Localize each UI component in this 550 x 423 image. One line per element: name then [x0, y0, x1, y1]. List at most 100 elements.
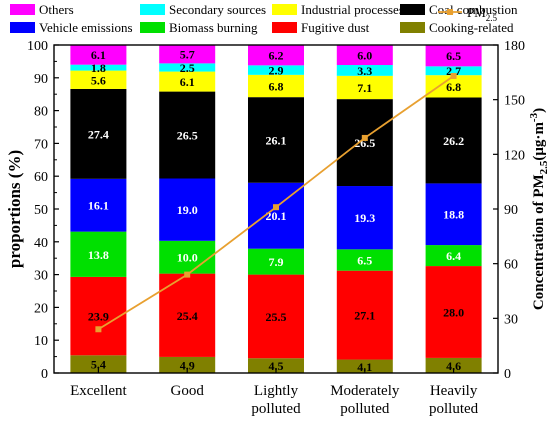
- legend-label-biomass-burning: Biomass burning: [169, 20, 258, 35]
- y2-tick-label-180: 180: [504, 39, 525, 54]
- y-tick-label-60: 60: [34, 170, 48, 185]
- data-label-vehicle-emissions-good: 19.0: [177, 203, 198, 217]
- data-label-vehicle-emissions-excellent: 16.1: [88, 199, 109, 213]
- data-label-fugitive-dust-lightly-polluted: 25.5: [266, 310, 287, 324]
- bar-biomass-burning-heavily-polluted: [425, 245, 482, 267]
- bar-coal-combustion-heavily-polluted: [425, 97, 482, 184]
- y2-tick-label-120: 120: [504, 148, 525, 163]
- data-label-fugitive-dust-good: 25.4: [177, 309, 198, 323]
- legend-swatch-fugitive-dust: [272, 22, 297, 33]
- bar-fugitive-dust-lightly-polluted: [248, 274, 304, 359]
- y2-label-sup: -3: [528, 112, 540, 122]
- x-tick-label-heavily-polluted-1: polluted: [429, 401, 479, 417]
- y-tick-label-30: 30: [34, 269, 48, 284]
- bar-secondary-sources-good: [159, 63, 216, 72]
- bar-coal-combustion-excellent: [70, 88, 127, 179]
- data-label-biomass-burning-moderately-polluted: 6.5: [357, 254, 372, 268]
- legend-swatch-others: [10, 4, 35, 15]
- data-label-secondary-sources-moderately-polluted: 3.3: [357, 64, 372, 78]
- bar-vehicle-emissions-excellent: [70, 178, 127, 232]
- pm25-line-layer: [95, 72, 457, 333]
- data-label-fugitive-dust-moderately-polluted: 27.1: [354, 309, 375, 323]
- data-label-vehicle-emissions-moderately-polluted: 19.3: [354, 211, 375, 225]
- bar-others-moderately-polluted: [336, 45, 393, 66]
- bar-secondary-sources-excellent: [70, 64, 127, 71]
- data-label-cooking-related-lightly-polluted: 4.5: [269, 359, 284, 373]
- data-label-cooking-related-heavily-polluted: 4.6: [446, 359, 461, 373]
- y-tick-label-10: 10: [34, 334, 48, 349]
- x-axis: Excellent Good Lightly polluted Moderately po…: [70, 368, 479, 417]
- data-label-fugitive-dust-excellent: 23.9: [88, 310, 109, 324]
- legend-label-fugitive-dust: Fugitive dust: [301, 20, 370, 35]
- bar-others-excellent: [70, 44, 127, 65]
- bar-others-heavily-polluted: [425, 45, 482, 67]
- y2-label-sub: 2.5: [538, 160, 550, 174]
- data-label-industrial-processes-heavily-polluted: 6.8: [446, 80, 461, 94]
- bar-cooking-related-heavily-polluted: [425, 357, 482, 373]
- bar-fugitive-dust-heavily-polluted: [425, 266, 482, 358]
- data-label-coal-combustion-heavily-polluted: 26.2: [443, 134, 464, 148]
- y-axis-label: proportions (%): [5, 150, 24, 268]
- y2-tick-label-90: 90: [504, 203, 518, 218]
- data-label-secondary-sources-heavily-polluted: 2.7: [446, 64, 461, 78]
- bar-cooking-related-lightly-polluted: [248, 358, 304, 373]
- legend-swatch-vehicle-emissions: [10, 22, 35, 33]
- x-tick-label-lightly-polluted-0: Lightly: [254, 383, 299, 399]
- data-label-others-lightly-polluted: 6.2: [269, 49, 284, 63]
- y-axis-left: 0 10 20 30 40 50 60 70 80 90 100: [27, 39, 59, 382]
- pm25-point-moderately-polluted: [361, 134, 368, 141]
- data-label-secondary-sources-good: 2.5: [180, 61, 195, 75]
- x-tick-label-lightly-polluted-1: polluted: [251, 401, 301, 417]
- bar-cooking-related-moderately-polluted: [336, 359, 393, 373]
- data-label-coal-combustion-lightly-polluted: 26.1: [266, 133, 287, 147]
- y2-tick-label-150: 150: [504, 94, 525, 109]
- data-label-biomass-burning-lightly-polluted: 7.9: [269, 255, 284, 269]
- legend-label-others: Others: [39, 2, 74, 17]
- y-axis-right: 0 30 60 90 120 150 180: [493, 39, 525, 382]
- x-tick-label-moderately-polluted-1: polluted: [340, 401, 390, 417]
- legend-swatch-industrial-processes: [272, 4, 297, 15]
- y-tick-label-0: 0: [41, 367, 48, 382]
- data-label-coal-combustion-moderately-polluted: 26.5: [354, 136, 375, 150]
- data-label-biomass-burning-good: 10.0: [177, 251, 198, 265]
- y2-label-unit: (μg·m: [531, 122, 547, 161]
- bar-industrial-processes-heavily-polluted: [425, 75, 482, 98]
- data-label-coal-combustion-good: 26.5: [177, 129, 198, 143]
- data-label-fugitive-dust-heavily-polluted: 28.0: [443, 305, 464, 319]
- legend-label-vehicle-emissions: Vehicle emissions: [39, 20, 133, 35]
- legend: Others Secondary sources Industrial proces…: [10, 2, 518, 35]
- bar-vehicle-emissions-good: [159, 178, 216, 241]
- y2-label-main: Concentration of PM: [531, 174, 547, 310]
- data-label-vehicle-emissions-heavily-polluted: 18.8: [443, 208, 464, 222]
- y-tick-label-50: 50: [34, 203, 48, 218]
- x-tick-label-moderately-polluted-0: Moderately: [330, 383, 400, 399]
- pm25-point-excellent: [95, 326, 102, 333]
- bar-industrial-processes-good: [159, 71, 216, 92]
- legend-label-pm25-main: PM: [467, 5, 486, 20]
- bar-industrial-processes-lightly-polluted: [248, 74, 304, 98]
- bar-biomass-burning-lightly-polluted: [248, 248, 304, 275]
- y2-tick-label-0: 0: [504, 367, 511, 382]
- bar-others-good: [159, 44, 216, 64]
- bar-biomass-burning-excellent: [70, 231, 127, 277]
- legend-label-secondary-sources: Secondary sources: [169, 2, 266, 17]
- y2-axis-label: Concentration of PM2.5(μg·m-3): [528, 108, 550, 310]
- data-label-cooking-related-excellent: 5.4: [91, 358, 106, 372]
- bar-secondary-sources-lightly-polluted: [248, 65, 304, 75]
- y-tick-label-80: 80: [34, 105, 48, 120]
- data-label-vehicle-emissions-lightly-polluted: 20.1: [266, 209, 287, 223]
- data-label-others-moderately-polluted: 6.0: [357, 49, 372, 63]
- stacked-bars: 5.423.913.816.127.45.61.86.14.925.410.01…: [70, 44, 482, 374]
- bar-fugitive-dust-excellent: [70, 276, 127, 356]
- x-tick-label-excellent-0: Excellent: [70, 383, 127, 399]
- legend-label-cooking-related: Cooking-related: [429, 20, 514, 35]
- legend-swatch-coal-combustion: [400, 4, 425, 15]
- bar-vehicle-emissions-heavily-polluted: [425, 183, 482, 246]
- y-tick-label-20: 20: [34, 301, 48, 316]
- x-tick-label-heavily-polluted-0: Heavily: [430, 383, 478, 399]
- bar-biomass-burning-moderately-polluted: [336, 249, 393, 271]
- data-label-industrial-processes-lightly-polluted: 6.8: [269, 80, 284, 94]
- legend-label-pm25-sub: 2.5: [486, 13, 498, 23]
- data-label-others-good: 5.7: [180, 48, 195, 62]
- bar-cooking-related-excellent: [70, 355, 127, 373]
